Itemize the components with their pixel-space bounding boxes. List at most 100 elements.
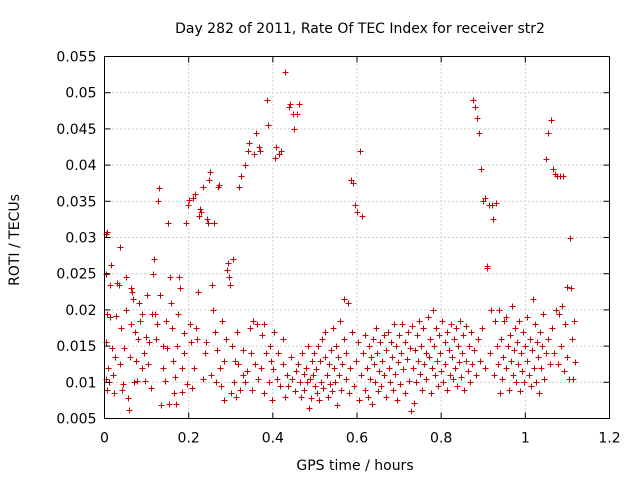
data-point bbox=[439, 318, 446, 325]
data-point bbox=[117, 361, 124, 368]
data-point bbox=[299, 350, 306, 357]
data-point bbox=[240, 372, 247, 379]
data-point bbox=[461, 387, 468, 394]
data-point bbox=[141, 350, 148, 357]
data-point bbox=[534, 339, 541, 346]
data-point bbox=[108, 262, 115, 269]
data-point bbox=[186, 197, 193, 204]
data-point bbox=[295, 361, 302, 368]
data-point bbox=[271, 329, 278, 336]
data-point bbox=[411, 400, 418, 407]
data-point bbox=[371, 361, 378, 368]
y-tick-label: 0.03 bbox=[65, 231, 96, 247]
y-tick-label: 0.005 bbox=[56, 412, 96, 428]
data-point bbox=[498, 336, 505, 343]
data-point bbox=[162, 378, 169, 385]
data-point bbox=[379, 358, 386, 365]
data-point bbox=[176, 274, 183, 281]
data-point bbox=[538, 365, 545, 372]
data-point bbox=[123, 274, 130, 281]
data-point bbox=[561, 368, 568, 375]
data-point bbox=[221, 358, 228, 365]
data-point bbox=[512, 325, 519, 332]
data-point bbox=[169, 325, 176, 332]
data-point bbox=[449, 354, 456, 361]
data-point bbox=[514, 339, 521, 346]
data-point bbox=[519, 368, 526, 375]
data-point bbox=[372, 379, 379, 386]
data-point bbox=[416, 318, 423, 325]
x-tick: 0.6 bbox=[346, 56, 368, 447]
y-tick: 0.04 bbox=[65, 158, 610, 174]
y-tick: 0.025 bbox=[56, 267, 610, 283]
data-point bbox=[375, 388, 382, 395]
data-point bbox=[189, 385, 196, 392]
data-point bbox=[383, 347, 390, 354]
data-point bbox=[229, 343, 236, 350]
data-point bbox=[536, 390, 543, 397]
data-point bbox=[296, 101, 303, 108]
data-point bbox=[335, 354, 342, 361]
data-point bbox=[311, 350, 318, 357]
data-point bbox=[463, 323, 470, 330]
x-tick: 0.4 bbox=[262, 56, 284, 447]
data-point bbox=[251, 151, 258, 158]
data-point bbox=[488, 307, 495, 314]
data-point bbox=[203, 339, 210, 346]
data-point bbox=[478, 166, 485, 173]
data-point bbox=[569, 336, 576, 343]
y-tick-label: 0.025 bbox=[56, 267, 96, 283]
data-point bbox=[545, 336, 552, 343]
data-point bbox=[522, 343, 529, 350]
data-point bbox=[505, 343, 512, 350]
data-point bbox=[434, 358, 441, 365]
data-point bbox=[179, 389, 186, 396]
x-tick-label: 1.2 bbox=[598, 431, 620, 447]
data-point bbox=[400, 366, 407, 373]
data-point bbox=[214, 347, 221, 354]
data-point bbox=[173, 401, 180, 408]
data-point bbox=[315, 343, 322, 350]
data-point bbox=[282, 69, 289, 76]
data-point bbox=[144, 292, 151, 299]
data-point bbox=[157, 292, 164, 299]
data-point bbox=[442, 339, 449, 346]
y-tick: 0.02 bbox=[65, 303, 610, 319]
data-point bbox=[164, 345, 171, 352]
data-point bbox=[517, 388, 524, 395]
data-point bbox=[463, 358, 470, 365]
data-point bbox=[450, 376, 457, 383]
data-point bbox=[165, 220, 172, 227]
y-tick: 0.055 bbox=[56, 50, 610, 66]
data-point bbox=[324, 372, 331, 379]
data-point bbox=[146, 339, 153, 346]
data-point bbox=[218, 383, 225, 390]
y-tick-label: 0.04 bbox=[65, 158, 96, 174]
data-point bbox=[343, 350, 350, 357]
y-tick: 0.03 bbox=[65, 231, 610, 247]
data-point bbox=[305, 343, 312, 350]
data-point bbox=[562, 321, 569, 328]
data-point bbox=[252, 361, 259, 368]
data-point bbox=[444, 387, 451, 394]
data-point bbox=[306, 405, 313, 412]
data-point bbox=[285, 383, 292, 390]
data-point bbox=[112, 354, 119, 361]
data-point bbox=[233, 394, 240, 401]
y-tick: 0.035 bbox=[56, 194, 610, 210]
data-point bbox=[358, 372, 365, 379]
data-point bbox=[322, 329, 329, 336]
data-point bbox=[518, 350, 525, 357]
x-axis: 0 0.2 0.4 0.6 0.8 1 1.2 bbox=[100, 56, 621, 447]
data-point bbox=[119, 387, 126, 394]
data-point bbox=[402, 390, 409, 397]
data-point bbox=[558, 343, 565, 350]
data-point bbox=[423, 350, 430, 357]
data-point bbox=[457, 318, 464, 325]
data-point bbox=[355, 339, 362, 346]
x-tick-label: 0.2 bbox=[178, 431, 200, 447]
data-point bbox=[444, 329, 451, 336]
data-point bbox=[213, 379, 220, 386]
data-point bbox=[531, 365, 538, 372]
